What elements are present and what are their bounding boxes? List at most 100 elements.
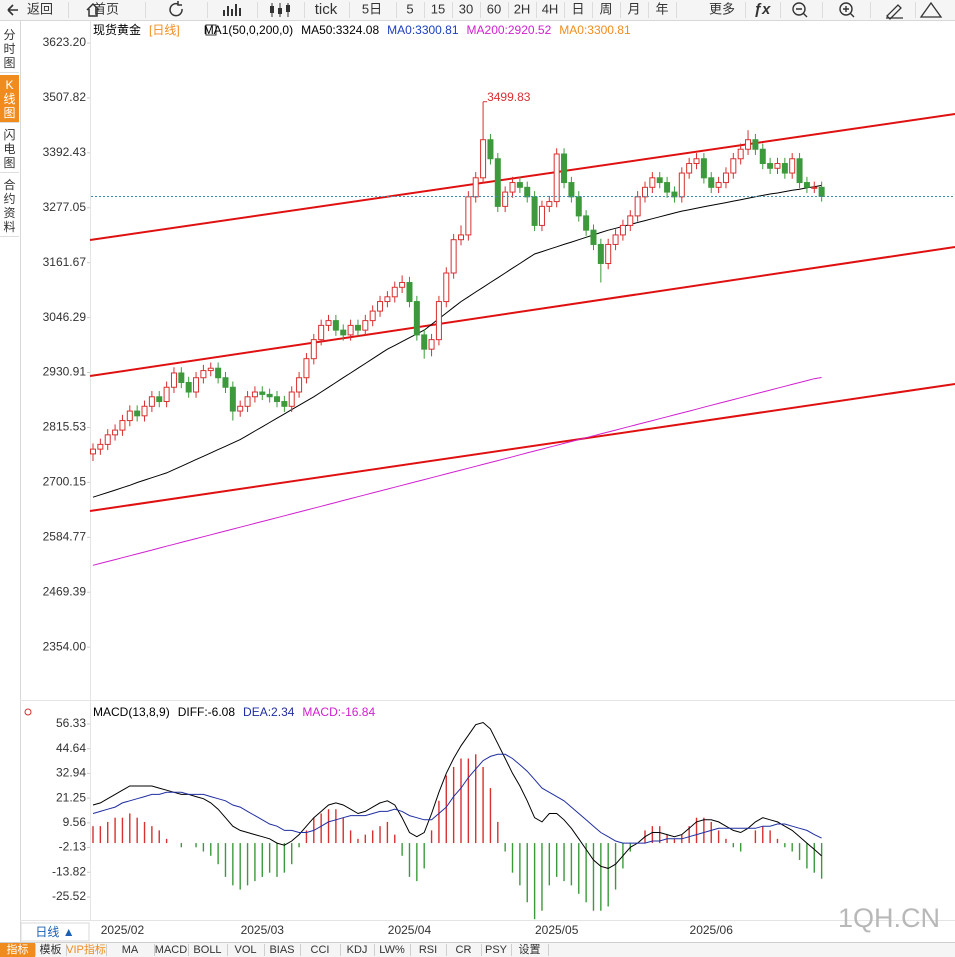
toolbar-button[interactable]: 日: [571, 1, 584, 16]
macd-bar: [445, 775, 447, 844]
bottom-tab[interactable]: MACD: [155, 944, 187, 956]
macd-bar: [327, 809, 330, 844]
bottom-tab[interactable]: 设置: [519, 943, 541, 956]
candle-body: [781, 163, 788, 174]
fx-icon[interactable]: ƒx: [754, 1, 771, 18]
y-tick-label: 3507.82: [43, 90, 87, 104]
macd-bar: [673, 838, 676, 844]
macd-bar: [349, 830, 352, 844]
bottom-tab[interactable]: BOLL: [193, 944, 221, 956]
period-button[interactable]: [20, 922, 90, 942]
indicator-line: [92, 753, 822, 844]
candle-body: [678, 172, 685, 198]
bottom-tab[interactable]: 指标: [7, 942, 29, 956]
y-tick-label: 3623.20: [43, 35, 87, 49]
macd-bar: [710, 821, 712, 844]
bottom-tab[interactable]: BIAS: [269, 944, 294, 956]
macd-bar: [798, 843, 801, 860]
macd-bar: [232, 843, 234, 886]
candle-body: [708, 177, 715, 188]
toolbar-button[interactable]: 首页: [93, 1, 119, 16]
macd-bar: [379, 826, 381, 844]
side-tab[interactable]: 合约资料: [0, 175, 19, 237]
toolbar-button[interactable]: 15: [431, 1, 445, 16]
macd-bar: [806, 843, 808, 869]
candle-body: [222, 377, 229, 388]
macd-bar: [416, 843, 418, 882]
toolbar-button[interactable]: 2H: [514, 1, 531, 16]
trend-line: [89, 246, 955, 377]
bottom-tab[interactable]: VOL: [234, 944, 256, 956]
candle-body: [686, 163, 693, 174]
candle-body: [524, 186, 531, 198]
pencil-icon[interactable]: [886, 4, 903, 20]
zoom-in-icon[interactable]: [839, 2, 853, 16]
candle-body: [428, 339, 435, 350]
toolbar-button[interactable]: 60: [487, 1, 501, 16]
macd-bar: [717, 830, 720, 844]
macd-bar: [784, 843, 786, 848]
candle-body: [568, 182, 575, 198]
macd-bar: [364, 834, 367, 844]
candle-body: [112, 429, 119, 436]
y-tick-label: 3046.29: [43, 310, 87, 324]
bottom-tab[interactable]: KDJ: [347, 944, 368, 956]
side-tab-active[interactable]: K线图: [0, 75, 19, 123]
macd-bar: [732, 843, 735, 848]
legend-item: MA50:3324.08: [301, 23, 379, 37]
candle-body: [745, 139, 752, 150]
period-button-label[interactable]: 日线 ▲: [35, 925, 74, 939]
macd-bar: [452, 766, 455, 844]
candle-body: [509, 182, 516, 193]
candle-body: [178, 372, 185, 383]
settings-icon[interactable]: [24, 708, 32, 716]
macd-bar: [614, 843, 617, 890]
side-tab[interactable]: 闪电图: [0, 125, 19, 173]
toolbar-button[interactable]: 5: [406, 1, 413, 16]
macd-bar: [151, 826, 153, 844]
toolbar-button[interactable]: 月: [627, 1, 640, 16]
bottom-tab[interactable]: LW%: [379, 944, 405, 956]
bottom-tab[interactable]: MA: [122, 944, 139, 956]
macd-bar: [541, 843, 543, 911]
bottom-tab[interactable]: PSY: [485, 944, 508, 956]
candle-body: [318, 324, 325, 341]
candle-body: [332, 320, 339, 331]
shape-icon[interactable]: [919, 1, 943, 18]
bottom-tab[interactable]: CR: [456, 944, 472, 956]
candle-body: [656, 177, 663, 184]
bottom-tab[interactable]: CCI: [311, 944, 330, 956]
bottom-tab[interactable]: RSI: [419, 944, 437, 956]
candle-body: [715, 182, 722, 188]
macd-bar: [136, 817, 138, 844]
candle-body: [148, 396, 155, 407]
toolbar-button[interactable]: 4H: [542, 1, 559, 16]
toolbar-button[interactable]: 更多: [709, 1, 735, 16]
candle-body: [450, 239, 457, 274]
candle-body: [759, 148, 766, 165]
macd-bar: [526, 843, 528, 903]
candle-body: [774, 163, 781, 169]
macd-bar: [497, 821, 499, 844]
candle-body: [207, 367, 214, 372]
macd-bar: [489, 788, 492, 844]
macd-bar: [210, 843, 212, 856]
bottom-tab[interactable]: 模板: [40, 942, 62, 956]
toolbar-button[interactable]: 5日: [362, 1, 382, 16]
bottom-tab[interactable]: VIP指标: [66, 942, 106, 956]
indicator-icon: [205, 24, 217, 36]
toolbar-button[interactable]: tick: [315, 1, 338, 18]
candle-body: [185, 381, 192, 393]
toolbar-button[interactable]: 30: [459, 1, 473, 16]
candle-body: [134, 410, 141, 417]
zoom-out-icon[interactable]: [792, 2, 806, 16]
candle-body: [141, 405, 148, 417]
macd-bar: [121, 817, 124, 844]
macd-bar: [585, 843, 587, 903]
toolbar-button[interactable]: 返回: [27, 1, 53, 16]
toolbar-button[interactable]: 周: [599, 1, 612, 16]
candle-body: [693, 158, 700, 165]
side-tab[interactable]: 分时图: [0, 25, 19, 73]
indicator-line: [92, 721, 822, 869]
toolbar-button[interactable]: 年: [655, 1, 668, 16]
